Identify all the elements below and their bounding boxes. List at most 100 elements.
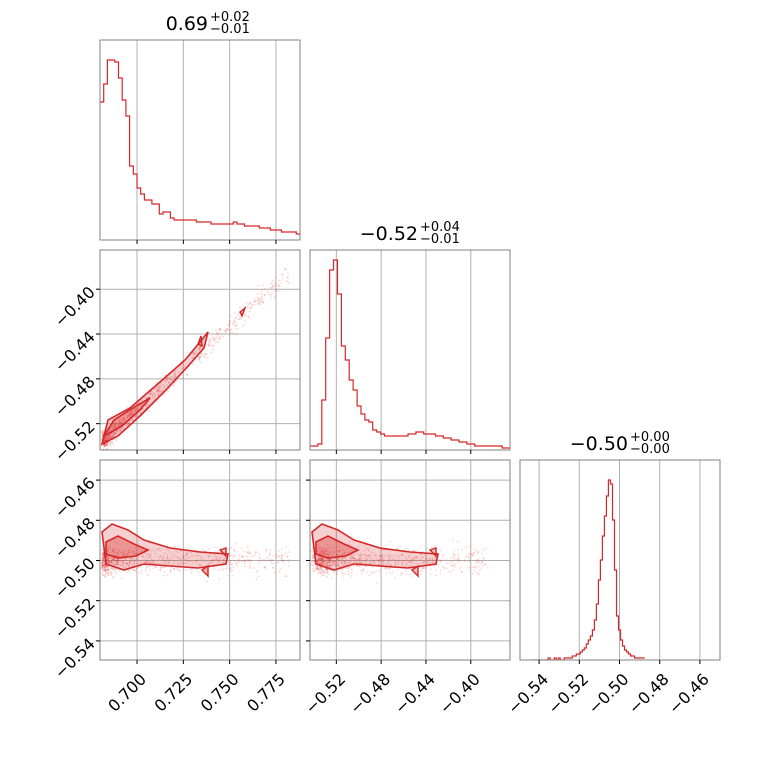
sample-point [364, 553, 367, 555]
sample-point [101, 549, 104, 552]
sample-point [131, 557, 134, 559]
sample-point [334, 571, 337, 573]
sample-point [104, 569, 106, 571]
sample-point [323, 562, 325, 564]
sample-point [157, 393, 160, 396]
sample-point [466, 566, 469, 569]
sample-point [477, 552, 479, 555]
sample-point [261, 289, 264, 292]
sample-point [149, 393, 152, 395]
sample-point [284, 575, 286, 578]
sample-point [457, 553, 460, 555]
sample-point [185, 373, 188, 375]
sample-point [122, 552, 124, 555]
sample-point [113, 426, 115, 429]
sample-point [107, 545, 110, 548]
sample-point [107, 560, 110, 563]
sample-point [198, 564, 201, 567]
sample-point [114, 425, 117, 427]
sample-point [287, 560, 290, 563]
sample-point [104, 439, 107, 442]
sample-point [397, 560, 399, 562]
sample-point [160, 385, 162, 388]
sample-point [341, 572, 344, 575]
sample-point [210, 351, 212, 354]
sample-point [439, 569, 442, 572]
sample-point [319, 551, 321, 554]
sample-point [101, 549, 104, 552]
sample-point [338, 565, 340, 567]
contour-outer [101, 523, 229, 571]
sample-point [324, 550, 326, 553]
sample-point [454, 554, 457, 557]
sample-point [425, 566, 427, 569]
sample-point [320, 557, 323, 560]
sample-point [136, 555, 139, 558]
sample-point [208, 344, 211, 347]
sample-point [381, 558, 384, 561]
sample-point [154, 562, 157, 565]
sample-point [320, 550, 323, 553]
sample-point [111, 577, 114, 579]
sample-point [378, 559, 380, 562]
sample-point [350, 568, 353, 571]
sample-point [482, 549, 484, 551]
sample-point [360, 557, 362, 559]
sample-point [129, 546, 132, 549]
sample-point [274, 290, 277, 292]
sample-point [230, 546, 233, 549]
sample-point [349, 561, 352, 563]
sample-point [153, 395, 156, 397]
sample-point [211, 335, 214, 338]
sample-point [108, 436, 111, 439]
sample-point [104, 443, 107, 445]
sample-point [287, 276, 289, 279]
sample-point [101, 565, 103, 568]
sample-point [104, 440, 106, 442]
sample-point [278, 285, 281, 288]
sample-point [109, 570, 112, 573]
sample-point [473, 567, 476, 569]
sample-point [315, 564, 318, 567]
tick-label-x: −0.40 [436, 670, 484, 718]
sample-point [110, 563, 113, 565]
sample-point [176, 568, 178, 570]
sample-point [108, 560, 111, 563]
sample-point [331, 560, 334, 563]
sample-point [218, 578, 221, 580]
sample-point [179, 562, 182, 564]
sample-point [323, 552, 326, 555]
sample-point [363, 549, 366, 552]
sample-point [191, 554, 194, 557]
sample-point [173, 562, 176, 565]
sample-point [402, 559, 405, 562]
sample-point [240, 560, 243, 563]
sample-point [320, 549, 323, 552]
sample-point [103, 443, 106, 446]
sample-point [317, 543, 320, 546]
sample-point [191, 568, 193, 571]
sample-point [133, 408, 136, 411]
sample-point [115, 426, 117, 429]
sample-point [122, 418, 125, 421]
sample-point [437, 563, 439, 566]
sample-point [117, 423, 120, 426]
sample-point [102, 569, 105, 572]
sample-point [108, 437, 111, 439]
sample-point [105, 568, 108, 571]
sample-point [246, 551, 249, 554]
sample-point [387, 558, 390, 561]
sample-point [121, 561, 124, 563]
sample-point [168, 560, 171, 563]
sample-point [247, 315, 250, 318]
sample-point [226, 565, 229, 568]
sample-point [336, 553, 338, 556]
sample-point [457, 556, 460, 558]
sample-point [325, 568, 328, 571]
sample-point [340, 561, 343, 563]
sample-point [133, 562, 136, 565]
sample-point [137, 559, 140, 561]
sample-point [321, 558, 323, 560]
sample-point [365, 565, 367, 568]
sample-point [216, 338, 219, 341]
